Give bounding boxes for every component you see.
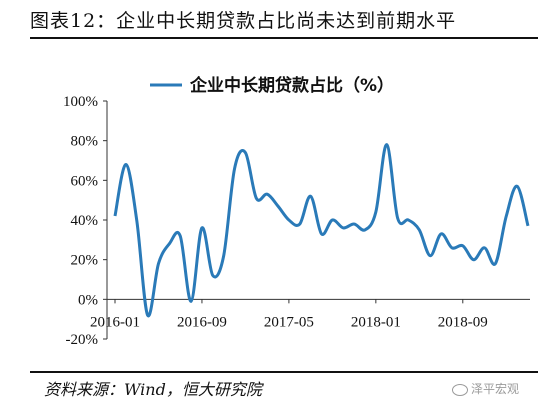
data-point xyxy=(287,219,290,222)
x-tick-label: 2017-05 xyxy=(264,314,314,330)
data-point xyxy=(190,300,193,303)
data-point xyxy=(363,228,366,231)
data-point xyxy=(418,228,421,231)
watermark-text: 泽平宏观 xyxy=(471,382,520,396)
series-line xyxy=(113,143,530,318)
data-point xyxy=(168,242,171,245)
data-point xyxy=(505,215,508,218)
x-tick-label: 2018-09 xyxy=(438,314,488,330)
y-tick-label: 40% xyxy=(71,213,99,229)
data-point xyxy=(396,217,399,220)
data-point xyxy=(179,234,182,237)
data-point xyxy=(200,226,203,229)
figure-title: 图表12：企业中长期贷款占比尚未达到前期水平 xyxy=(30,10,457,32)
data-point xyxy=(461,244,464,247)
data-point xyxy=(114,215,117,218)
data-point xyxy=(124,163,127,166)
data-point xyxy=(353,222,356,225)
data-point xyxy=(135,219,138,222)
data-point xyxy=(211,274,214,277)
data-point xyxy=(331,219,334,222)
y-tick-label: 100% xyxy=(63,94,98,110)
watermark: 泽平宏观 xyxy=(452,380,519,397)
data-point xyxy=(483,246,486,249)
y-tick-label: 20% xyxy=(71,253,99,269)
data-point xyxy=(146,314,149,317)
wechat-logo-icon xyxy=(452,383,468,396)
data-point xyxy=(157,262,160,265)
data-point xyxy=(320,232,323,235)
data-point xyxy=(266,193,269,196)
title-divider xyxy=(30,37,538,39)
y-tick-label: -20% xyxy=(66,332,99,348)
data-point xyxy=(309,195,312,198)
y-tick-label: 80% xyxy=(71,134,99,150)
x-tick-label: 2018-01 xyxy=(351,314,401,330)
data-point xyxy=(472,258,475,261)
data-point xyxy=(222,254,225,257)
data-point xyxy=(374,211,377,214)
source-note: 资料来源：Wind，恒大研究院 xyxy=(44,380,262,399)
data-point xyxy=(385,143,388,146)
data-point xyxy=(440,232,443,235)
data-point xyxy=(429,254,432,257)
data-point xyxy=(407,219,410,222)
data-point xyxy=(244,151,247,154)
data-point xyxy=(494,262,497,265)
footer-divider xyxy=(30,371,538,373)
data-point xyxy=(298,222,301,225)
x-tick-label: 2016-09 xyxy=(177,314,227,330)
legend-label: 企业中长期贷款占比（%） xyxy=(189,75,394,96)
data-point xyxy=(450,246,453,249)
data-point xyxy=(516,185,519,188)
data-point xyxy=(342,226,345,229)
data-point xyxy=(255,197,258,200)
y-tick-label: 60% xyxy=(71,173,99,189)
data-point xyxy=(233,167,236,170)
y-tick-label: 0% xyxy=(78,292,98,308)
data-point xyxy=(527,224,530,227)
legend: 企业中长期贷款占比（%） xyxy=(150,75,394,96)
data-point xyxy=(277,205,280,208)
x-tick-label: 2016-01 xyxy=(90,314,140,330)
